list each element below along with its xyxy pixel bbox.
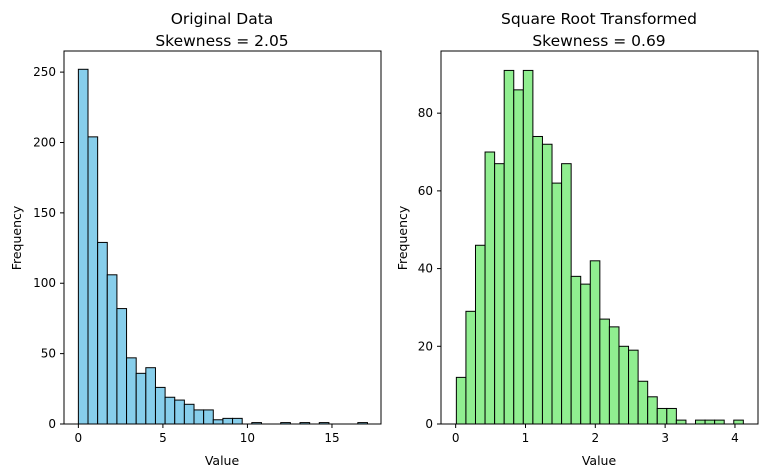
histogram-bar <box>551 182 563 425</box>
chart-title-line1: Square Root Transformed <box>501 10 697 28</box>
histogram-bar <box>116 308 128 425</box>
histogram-bar <box>222 417 234 425</box>
histogram-bar <box>87 136 99 425</box>
histogram-bar <box>647 396 658 425</box>
histogram-bar <box>618 345 630 425</box>
histogram-bar <box>126 357 137 425</box>
y-axis-label: Frequency <box>395 205 410 270</box>
y-tick-label: 100 <box>33 276 56 290</box>
histogram-bar <box>494 163 505 425</box>
histogram-bar <box>666 407 677 425</box>
y-tick-label: 0 <box>425 417 433 431</box>
x-axis-label: Value <box>582 453 617 468</box>
histogram-bars <box>455 69 744 425</box>
histogram-bar <box>174 399 185 425</box>
y-axis-ticks: 0 50 100 150 200 250 <box>33 65 64 431</box>
x-axis-ticks: 0 5 10 15 <box>75 424 340 445</box>
histogram-bar <box>675 419 687 425</box>
y-tick-label: 80 <box>418 106 433 120</box>
histogram-bar <box>484 151 496 425</box>
histogram-bar <box>541 143 553 425</box>
x-tick-label: 3 <box>661 431 669 445</box>
y-tick-label: 50 <box>41 347 56 361</box>
histogram-bar <box>203 409 214 425</box>
histogram-bar <box>97 241 108 425</box>
histogram-bar <box>532 135 543 425</box>
histogram-bar <box>212 419 224 425</box>
histogram-bar <box>154 386 166 425</box>
y-tick-label: 0 <box>48 417 56 431</box>
histogram-bars <box>77 68 368 425</box>
x-tick-label: 0 <box>452 431 460 445</box>
histogram-bar <box>164 396 176 425</box>
plot-frame <box>63 50 382 425</box>
histogram-original-panel: Original Data Skewness = 2.05 0 5 10 15 0 50… <box>9 10 382 468</box>
x-tick-label: 1 <box>522 431 530 445</box>
chart-title-line1: Original Data <box>171 10 274 28</box>
y-tick-label: 20 <box>418 339 433 353</box>
histogram-bar <box>455 376 467 425</box>
histogram-bar <box>465 310 476 425</box>
chart-title-line2: Skewness = 0.69 <box>532 32 665 50</box>
histogram-bar <box>599 318 610 425</box>
histogram-bar <box>570 275 582 425</box>
x-tick-label: 10 <box>240 431 255 445</box>
y-axis-ticks: 0 20 40 60 80 <box>418 106 441 431</box>
histogram-bar <box>656 407 668 425</box>
x-tick-label: 5 <box>159 431 167 445</box>
histogram-bar <box>733 419 744 425</box>
y-tick-label: 200 <box>33 135 56 149</box>
histogram-bar <box>77 68 89 425</box>
histogram-bar <box>474 244 486 425</box>
histogram-bar <box>522 69 534 425</box>
chart-title-line2: Skewness = 2.05 <box>155 32 288 50</box>
histogram-bar <box>580 283 591 425</box>
histogram-bar <box>714 419 725 425</box>
histogram-bar <box>106 274 118 425</box>
x-tick-label: 0 <box>75 431 83 445</box>
histogram-bar <box>695 419 706 425</box>
y-tick-label: 60 <box>418 184 433 198</box>
histogram-bar <box>628 349 639 425</box>
histogram-bar <box>589 260 601 425</box>
y-axis-label: Frequency <box>9 205 24 270</box>
histogram-bar <box>608 326 620 425</box>
y-tick-label: 250 <box>33 65 56 79</box>
histogram-bar <box>145 367 156 425</box>
x-tick-label: 15 <box>324 431 339 445</box>
histogram-bar <box>561 163 572 425</box>
plot-frame <box>440 50 759 425</box>
histogram-bar <box>503 69 515 425</box>
histogram-bar <box>183 403 195 425</box>
histogram-bar <box>193 409 205 425</box>
x-tick-label: 2 <box>591 431 599 445</box>
x-axis-label: Value <box>205 453 240 468</box>
histogram-bar <box>637 380 649 425</box>
histogram-bar <box>704 419 716 425</box>
histogram-bar <box>513 89 524 425</box>
histogram-bar <box>135 372 147 425</box>
y-tick-label: 40 <box>418 262 433 276</box>
histogram-sqrt-panel: Square Root Transformed Skewness = 0.69 … <box>395 10 759 468</box>
x-tick-label: 4 <box>731 431 739 445</box>
y-tick-label: 150 <box>33 206 56 220</box>
histogram-bar <box>232 417 243 425</box>
x-axis-ticks: 0 1 2 3 4 <box>452 424 739 445</box>
